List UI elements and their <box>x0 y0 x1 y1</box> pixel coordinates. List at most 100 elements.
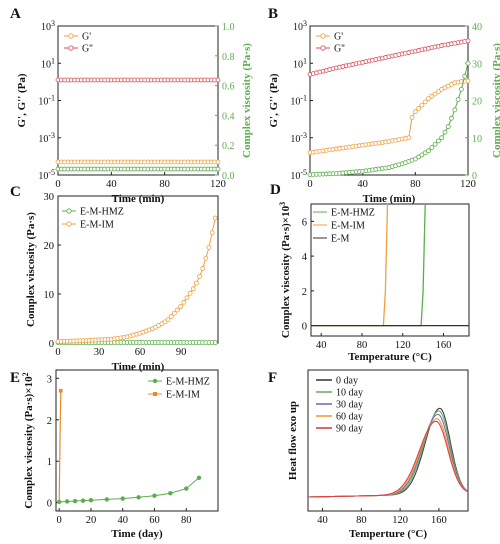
y2-tick-label: 0.6 <box>222 82 235 93</box>
panel-d: D 40 80 120 160 0 2 4 6 Temperature (°C) Complex v… <box>270 182 470 363</box>
x-tick-label: 60 <box>149 515 160 526</box>
data-point <box>162 319 168 325</box>
data-point <box>412 156 418 162</box>
data-point <box>136 495 141 500</box>
y2-tick-label: 0 <box>472 171 477 182</box>
panel-label: A <box>10 6 21 22</box>
x-tick-label: 20 <box>86 515 97 526</box>
x-tick-label: 160 <box>431 515 447 526</box>
x-tick-label: 40 <box>316 340 327 351</box>
data-point <box>88 498 94 503</box>
y2-tick-label: 1.0 <box>222 22 235 33</box>
data-point <box>215 77 221 83</box>
data-point <box>203 255 209 261</box>
y-tick-label: 2 <box>47 416 52 427</box>
y-tick-label: 10-5 <box>290 168 307 182</box>
series-line <box>308 420 469 498</box>
x-tick-label: 30 <box>94 347 105 358</box>
legend-label: 0 day <box>336 376 358 387</box>
data-point <box>175 307 180 313</box>
data-point <box>120 496 125 501</box>
series-line <box>311 203 426 327</box>
series-line <box>308 407 469 498</box>
x-tick-label: 80 <box>357 340 368 351</box>
x-tick-label: 80 <box>181 515 192 526</box>
x-tick-label: 40 <box>106 179 117 190</box>
data-point <box>215 159 221 165</box>
y-tick-label: 10-5 <box>38 168 55 182</box>
legend-label: E-M-IM <box>166 390 200 401</box>
data-point <box>190 286 196 292</box>
data-point <box>439 135 445 141</box>
legend-label: E-M-HMZ <box>331 208 375 219</box>
panel-c: C 0 30 60 90 0 10 20 30 Time (min) Complex viscosi… <box>10 184 219 373</box>
data-point <box>215 166 221 172</box>
legend-label: G'' <box>334 44 345 55</box>
data-point <box>212 215 218 221</box>
legend-label: 30 day <box>336 400 363 411</box>
data-point <box>432 141 438 147</box>
data-point <box>406 135 412 141</box>
data-point <box>184 295 190 301</box>
data-point <box>419 152 425 158</box>
x-tick-label: 0 <box>55 347 60 358</box>
y-tick-label: 10 <box>44 290 55 301</box>
data-point <box>196 475 202 481</box>
legend-label: 10 day <box>336 388 363 399</box>
series-line <box>58 390 62 502</box>
legend-marker <box>152 378 158 384</box>
plot-frame <box>310 203 470 337</box>
y-tick-label: 0 <box>49 339 54 350</box>
legend-marker <box>66 208 72 214</box>
data-point <box>416 106 422 111</box>
data-point <box>455 97 461 102</box>
series-line <box>308 418 469 498</box>
y-tick-label: 103 <box>293 19 307 33</box>
x-tick-label: 0 <box>57 515 62 526</box>
data-point <box>193 280 199 286</box>
data-point <box>452 107 458 113</box>
y-tick-label: 103 <box>41 19 55 33</box>
data-point <box>445 124 451 129</box>
x-tick-label: 0 <box>55 179 60 190</box>
data-point <box>168 314 174 319</box>
y-tick-label: 10-3 <box>38 131 55 145</box>
data-point <box>58 388 63 393</box>
legend-marker <box>153 392 157 396</box>
x-axis-title: Temperature (°C) <box>348 351 432 363</box>
data-point <box>429 93 435 99</box>
data-point <box>435 89 441 95</box>
data-point <box>432 91 438 97</box>
legend-label: E-M <box>331 234 349 245</box>
y-tick-label: 10-1 <box>290 94 307 108</box>
legend-label: E-M-HMZ <box>80 207 124 218</box>
y-tick-label: 101 <box>293 56 307 70</box>
data-point <box>168 490 173 496</box>
y2-tick-label: 0.2 <box>222 141 235 152</box>
y2-tick-label: 20 <box>472 97 482 108</box>
x-tick-label: 90 <box>176 347 187 358</box>
y2-axis-title: Complex viscosity (Pa·s) <box>241 43 253 158</box>
data-point <box>412 109 418 115</box>
legend-marker <box>320 45 326 51</box>
panel-label: D <box>270 182 281 198</box>
x-tick-label: 80 <box>356 515 367 526</box>
data-point <box>197 273 202 279</box>
legend-label: E-M-IM <box>80 220 114 231</box>
data-point <box>212 340 218 345</box>
data-point <box>422 150 428 156</box>
y-axis-title: Heat flow exo up <box>287 401 299 480</box>
data-point <box>187 290 193 296</box>
panel-label: C <box>10 184 21 200</box>
legend-label: G'' <box>82 44 93 55</box>
legend-label: 90 day <box>336 424 363 435</box>
x-axis-title: Time (min) <box>112 193 165 205</box>
panel-f: F 40 80 120 160 Temperture (°C) Heat flow exo … <box>268 369 469 540</box>
y-tick-label: 0 <box>302 322 307 333</box>
y-tick-label: 0 <box>47 499 52 510</box>
data-point <box>184 486 189 491</box>
x-tick-label: 120 <box>392 515 408 526</box>
data-point <box>435 138 441 144</box>
data-point <box>209 230 215 236</box>
